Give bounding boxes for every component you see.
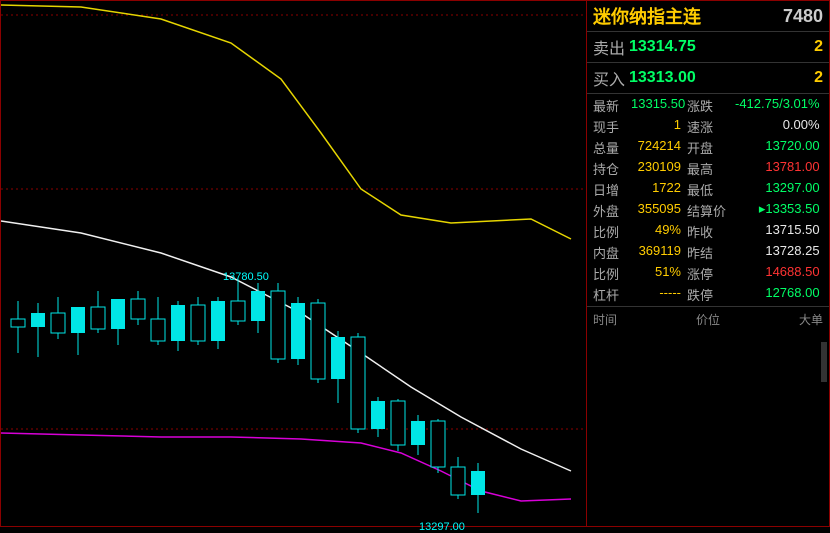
- stat-label: 最低: [687, 180, 733, 199]
- sell-label: 卖出: [593, 35, 629, 59]
- stat-label: 持仓: [593, 159, 629, 178]
- stat-label: 涨停: [687, 264, 733, 283]
- instrument-title: 迷你纳指主连 7480: [587, 1, 829, 32]
- stat-label: 最新: [593, 96, 629, 115]
- candlestick-chart[interactable]: 13780.5013297.00: [0, 0, 586, 527]
- tick-col-time: 时间: [593, 311, 670, 328]
- tick-col-price: 价位: [670, 311, 747, 328]
- stat-label: 最高: [687, 159, 733, 178]
- stat-value: 13715.50: [735, 222, 824, 241]
- buy-price: 13313.00: [629, 69, 783, 87]
- stat-value: 12768.00: [735, 285, 824, 304]
- stat-label: 比例: [593, 264, 629, 283]
- buy-qty: 2: [783, 69, 823, 87]
- stat-value: 13728.25: [735, 243, 824, 262]
- stat-label: 杠杆: [593, 285, 629, 304]
- stat-label: 日增: [593, 180, 629, 199]
- stat-label: 速涨: [687, 117, 733, 136]
- sell-price: 13314.75: [629, 38, 783, 56]
- buy-label: 买入: [593, 66, 629, 90]
- stat-value: 51%: [631, 264, 685, 283]
- stat-label: 跌停: [687, 285, 733, 304]
- stats-grid: 最新13315.50涨跌-412.75/3.01% 现手1速涨0.00% 总量724…: [587, 94, 829, 306]
- stat-label: 外盘: [593, 201, 629, 220]
- stat-label: 昨结: [687, 243, 733, 262]
- instrument-code: 7480: [783, 6, 823, 27]
- stat-value: 369119: [631, 243, 685, 262]
- tick-col-vol: 大单: [746, 311, 823, 328]
- price-label: 13297.00: [419, 521, 465, 533]
- stat-label: 开盘: [687, 138, 733, 157]
- stat-label: 比例: [593, 222, 629, 241]
- stat-value: 724214: [631, 138, 685, 157]
- stat-label: 涨跌: [687, 96, 733, 115]
- price-label: 13780.50: [223, 271, 269, 283]
- stat-value: -412.75/3.01%: [735, 96, 824, 115]
- stat-label: 总量: [593, 138, 629, 157]
- stat-value: 13720.00: [735, 138, 824, 157]
- chart-svg: [1, 1, 587, 528]
- stat-value: 1: [631, 117, 685, 136]
- stat-value: 49%: [631, 222, 685, 241]
- stat-value: 13297.00: [735, 180, 824, 199]
- sell-qty: 2: [783, 38, 823, 56]
- stat-label: 现手: [593, 117, 629, 136]
- stat-label: 结算价: [687, 201, 733, 220]
- stat-label: 内盘: [593, 243, 629, 262]
- quote-panel: 迷你纳指主连 7480 卖出 13314.75 2 买入 13313.00 2 …: [586, 0, 830, 527]
- instrument-name: 迷你纳指主连: [593, 3, 773, 29]
- buy-quote-row[interactable]: 买入 13313.00 2: [587, 63, 829, 94]
- stat-value: -----: [631, 285, 685, 304]
- stat-value: 0.00%: [735, 117, 824, 136]
- stat-value: 13315.50: [631, 96, 685, 115]
- stat-value: 13781.00: [735, 159, 824, 178]
- stat-value: 1722: [631, 180, 685, 199]
- tick-list[interactable]: [587, 332, 829, 526]
- stat-value: 355095: [631, 201, 685, 220]
- stat-value: 14688.50: [735, 264, 824, 283]
- stat-value: ▸13353.50: [735, 201, 824, 220]
- sell-quote-row[interactable]: 卖出 13314.75 2: [587, 32, 829, 63]
- tick-header: 时间 价位 大单: [587, 306, 829, 332]
- stat-value: 230109: [631, 159, 685, 178]
- stat-label: 昨收: [687, 222, 733, 241]
